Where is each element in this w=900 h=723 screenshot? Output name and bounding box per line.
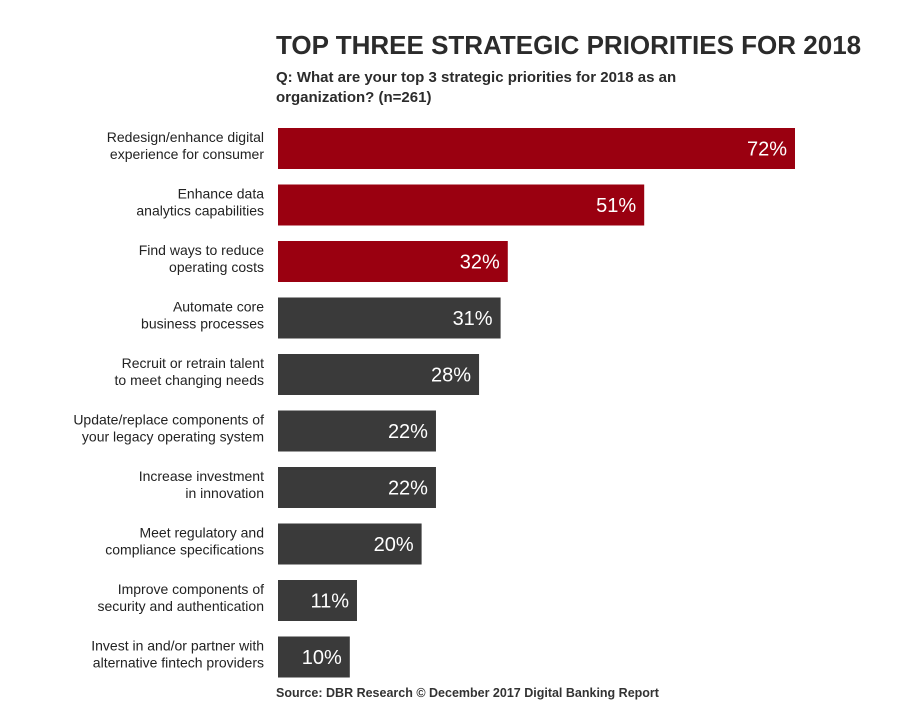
bar-value-label-10: 10% [302,647,342,669]
category-label-10-line-2: alternative fintech providers [93,655,264,671]
category-label-5-line-2: to meet changing needs [115,372,264,388]
bar-value-label-1: 72% [747,139,787,161]
bar-value-label-6: 22% [388,421,428,443]
bar-value-label-8: 20% [374,534,414,556]
category-label-7-line-2: in innovation [185,485,264,501]
category-label-8-line-2: compliance specifications [105,542,264,558]
category-label-2-line-1: Enhance data [178,186,265,202]
category-label-5-line-1: Recruit or retrain talent [122,355,265,371]
category-label-1-line-2: experience for consumer [110,146,264,162]
chart-subtitle-line-2: organization? (n=261) [276,89,431,106]
bar-4 [278,297,501,339]
bar-6 [278,410,436,452]
category-label-6-line-2: your legacy operating system [82,429,264,445]
bar-value-label-4: 31% [453,308,493,330]
chart-source: Source: DBR Research © December 2017 Dig… [276,686,660,700]
category-label-2-line-2: analytics capabilities [136,203,264,219]
category-label-4-line-2: business processes [141,316,264,332]
category-label-3-line-1: Find ways to reduce [139,242,264,258]
bar-3 [278,241,508,282]
bar-1 [278,128,795,169]
chart-subtitle-line-1: Q: What are your top 3 strategic priorit… [276,69,676,86]
chart-title: TOP THREE STRATEGIC PRIORITIES FOR 2018 [276,30,861,60]
bar-10 [278,636,350,678]
category-label-4-line-1: Automate core [173,299,264,315]
category-label-7-line-1: Increase investment [139,468,264,484]
bar-value-label-7: 22% [388,478,428,500]
category-label-6-line-1: Update/replace components of [73,412,264,428]
category-label-9-line-2: security and authentication [97,598,264,614]
bar-value-label-5: 28% [431,365,471,387]
bar-2 [278,184,645,226]
category-label-10-line-1: Invest in and/or partner with [91,638,264,654]
category-label-1-line-1: Redesign/enhance digital [107,129,264,145]
category-label-3-line-2: operating costs [169,259,264,275]
bar-7 [278,467,436,508]
bar-value-label-3: 32% [460,252,500,274]
bar-9 [278,580,357,621]
category-label-8-line-1: Meet regulatory and [139,525,264,541]
bar-value-label-2: 51% [596,195,636,217]
bar-value-label-9: 11% [310,591,349,613]
bar-5 [278,354,480,395]
category-label-9-line-1: Improve components of [118,581,264,597]
bar-8 [278,523,422,565]
